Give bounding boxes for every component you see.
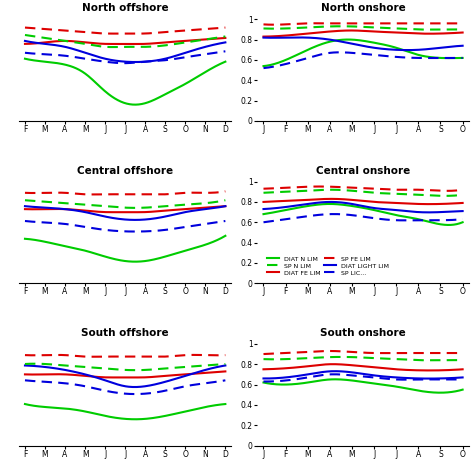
Title: Central offshore: Central offshore xyxy=(77,166,173,176)
Title: South offshore: South offshore xyxy=(82,328,169,338)
Title: South onshore: South onshore xyxy=(320,328,406,338)
Legend: DIAT N LIM, SP N LIM, DIAT FE LIM, SP FE LIM, DIAT LIGHT LIM, SP LIC...: DIAT N LIM, SP N LIM, DIAT FE LIM, SP FE… xyxy=(264,254,392,278)
Title: North onshore: North onshore xyxy=(321,3,405,13)
Title: North offshore: North offshore xyxy=(82,3,168,13)
Title: Central onshore: Central onshore xyxy=(316,166,410,176)
